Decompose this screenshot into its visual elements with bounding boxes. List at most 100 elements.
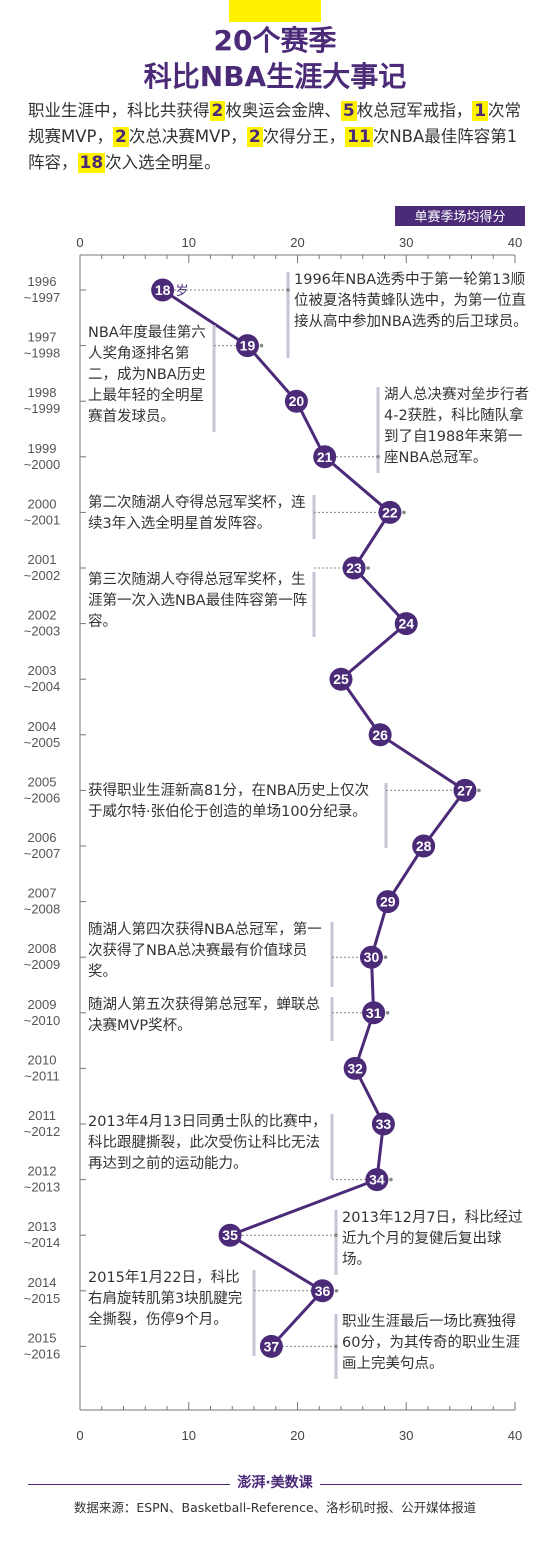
season-label: ~2003 [24,624,61,639]
season-label: ~2015 [24,1291,61,1306]
annotation-36: 2015年1月22日，科比右肩旋转肌第3块肌腱完全撕裂，伤停9个月。 [88,1270,243,1328]
season-label: ~2012 [24,1124,61,1139]
season-label: ~2002 [24,568,61,583]
season-label: 2013 [28,1219,57,1234]
intro-highlight-number: 2 [112,127,129,147]
age-unit-label: 岁 [176,284,189,299]
season-label: ~2010 [24,1013,61,1028]
leader-dot [334,1289,339,1293]
intro-text: 次总决赛MVP， [128,127,247,146]
season-label: ~2009 [24,957,61,972]
intro-highlight-number: 2 [246,127,263,147]
season-label: ~1997 [24,290,61,305]
season-label: 2004 [28,719,57,734]
age-marker-label: 31 [366,1005,382,1021]
intro-highlight-number: 18 [77,153,106,173]
season-label: 2005 [28,774,57,789]
x-tick-label: 20 [290,1428,304,1443]
annotation-18: 1996年NBA选秀中于第一轮第13顺位被夏洛特黄蜂队选中，为第一位直接从高中参… [294,272,528,330]
leader-dot [402,510,406,515]
season-label: 1997 [28,330,57,345]
leader-dot [376,455,380,459]
data-source: 数据来源：ESPN、Basketball-Reference、洛杉矶时报、公开媒… [73,1500,477,1515]
season-label: 2009 [28,997,57,1012]
season-label: 2000 [28,496,57,511]
annotation-22: 第二次随湖人夺得总冠军奖杯，连续3年入选全明星首发阵容。 [88,495,306,532]
x-tick-label: 30 [399,235,413,250]
x-tick-label: 30 [399,1428,413,1443]
age-marker-label: 32 [347,1060,363,1076]
annotation-21: 湖人总决赛对垒步行者4-2获胜，科比随队拿到了自1988年来第一座NBA总冠军。 [384,387,529,466]
season-label: 2006 [28,830,57,845]
age-marker [362,1001,386,1025]
age-marker [394,612,418,636]
intro-text: 枚奥运会金牌、 [225,101,341,120]
annotation-34: 2013年4月13日同勇士队的比赛中，科比跟腱撕裂，此次受伤让科比无法再达到之前… [88,1114,327,1172]
age-marker-label: 25 [333,671,349,687]
age-marker [342,556,366,580]
season-label: 1998 [28,385,57,400]
annotation-37: 职业生涯最后一场比赛独得60分，为其传奇的职业生涯画上完美句点。 [342,1314,520,1372]
age-marker-label: 22 [382,504,398,520]
intro-highlight-number: 5 [340,101,357,121]
leader-dot [389,1177,393,1182]
age-marker [368,723,392,747]
leader-dot [385,1011,390,1015]
season-label: ~2008 [24,902,61,917]
age-marker [313,445,337,469]
age-marker [284,389,308,413]
season-label: 2001 [28,552,57,567]
age-marker-label: 34 [369,1172,385,1188]
leader-dot [477,788,481,793]
leader-dot [286,288,290,292]
annotation-30: 随湖人第四次获得NBA总冠军，第一次获得了NBA总决赛最有价值球员奖。 [88,922,322,980]
axis-title-box [395,206,525,226]
age-marker-label: 18 [155,282,171,298]
intro-text: 次得分王， [262,127,346,146]
season-label: 2014 [28,1275,57,1290]
leader-dot [366,566,370,570]
age-marker-label: 24 [398,616,414,632]
annotation-27: 获得职业生涯新高81分，在NBA历史上仅次于威尔特·张伯伦于创造的单场100分纪… [88,783,370,820]
age-marker [218,1223,242,1247]
age-marker-label: 28 [416,838,432,854]
age-marker-label: 20 [289,393,305,409]
age-marker [365,1168,389,1192]
season-label: ~2004 [24,679,61,694]
intro-highlight-number: 1 [472,101,489,121]
age-marker-label: 27 [457,782,473,798]
intro-text: 次NBA最佳阵容第1阵容， [28,127,518,172]
season-label: ~1999 [24,401,61,416]
x-tick-label: 40 [508,235,522,250]
age-marker [151,278,175,302]
age-marker-label: 33 [376,1116,392,1132]
axis-title: 单赛季场均得分 [414,209,505,225]
season-label: ~1998 [24,346,61,361]
age-marker-label: 37 [264,1338,280,1354]
season-label: ~2013 [24,1180,61,1195]
page-title-line1: 20个赛季 [213,24,337,57]
season-label: 2010 [28,1052,57,1067]
page-title-line2: 科比NBA生涯大事记 [143,60,407,93]
season-label: ~2001 [24,512,61,527]
season-label: ~2000 [24,457,61,472]
season-label: 2002 [28,608,57,623]
age-marker-label: 19 [240,338,256,354]
annotation-19: NBA年度最佳第六人奖角逐排名第二，成为NBA历史上最年轻的全明星赛首发球员。 [88,325,206,425]
intro-text: 职业生涯中，科比共获得 [28,101,210,120]
age-marker-label: 35 [222,1227,238,1243]
leader-dot [383,955,388,959]
age-marker-label: 30 [364,949,380,965]
season-label: ~2006 [24,790,61,805]
season-label: ~2016 [24,1346,61,1361]
age-marker-label: 36 [315,1283,331,1299]
x-tick-label: 0 [76,1428,83,1443]
intro-highlight-number: 11 [345,127,373,147]
season-label: 1999 [28,441,57,456]
season-label: ~2005 [24,735,61,750]
season-label: 1996 [28,274,57,289]
annotation-35: 2013年12月7日，科比经过近九个月的复健后复出球场。 [342,1210,523,1268]
age-marker-label: 26 [372,727,388,743]
age-marker [311,1279,335,1303]
